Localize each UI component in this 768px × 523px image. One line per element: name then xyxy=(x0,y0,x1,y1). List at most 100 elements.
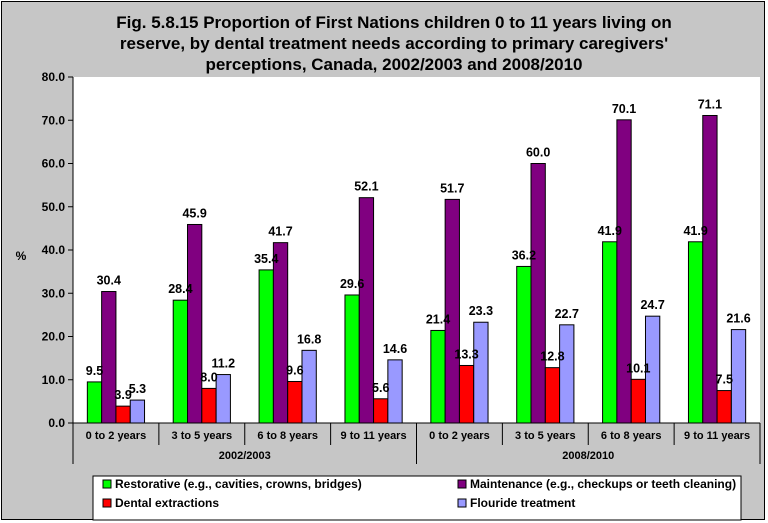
bar xyxy=(86,381,103,424)
data-label: 70.1 xyxy=(612,102,636,116)
y-tick-label: 80.0 xyxy=(42,70,66,84)
data-label: 10.1 xyxy=(626,361,650,375)
y-tick-label: 0.0 xyxy=(48,416,65,430)
data-label: 11.2 xyxy=(211,357,235,371)
bar xyxy=(301,349,317,424)
data-label: 45.9 xyxy=(182,206,206,220)
bar xyxy=(344,294,360,424)
legend-entry: Flouride treatment xyxy=(470,496,575,510)
y-tick-label: 10.0 xyxy=(42,373,66,387)
data-label: 51.7 xyxy=(440,181,464,195)
data-label: 5.3 xyxy=(129,382,146,396)
bar xyxy=(630,378,646,424)
bar xyxy=(115,405,131,424)
x-tick-label: 3 to 5 years xyxy=(172,430,233,442)
x-tick-label: 6 to 8 years xyxy=(601,430,662,442)
chart-title-line-2: reserve, by dental treatment needs accor… xyxy=(120,34,668,53)
chart-title: Fig. 5.8.15 Proportion of First Nations … xyxy=(116,13,671,74)
chart-title-line-3: perceptions, Canada, 2002/2003 and 2008/… xyxy=(205,55,582,74)
bar xyxy=(444,198,460,424)
y-tick-label: 40.0 xyxy=(42,243,66,257)
bar xyxy=(530,163,546,424)
data-label: 60.0 xyxy=(526,146,550,160)
bar xyxy=(730,329,747,424)
bar xyxy=(602,241,618,424)
y-axis-label: % xyxy=(16,249,27,263)
bar xyxy=(201,387,217,424)
group-label: 2008/2010 xyxy=(562,450,614,462)
data-label: 21.4 xyxy=(426,312,450,326)
legend-box xyxy=(92,475,742,521)
data-labels: 9.5 28.4 35.4 29.6 21.4 36.2 41.9 41.9 30.4 45.9 4… xyxy=(86,97,751,402)
data-label: 9.5 xyxy=(86,364,103,378)
x-tick-label: 0 to 2 years xyxy=(86,430,147,442)
data-label: 41.9 xyxy=(598,224,622,238)
bars xyxy=(86,114,747,424)
data-label: 5.6 xyxy=(372,381,389,395)
bar xyxy=(215,374,231,424)
bar xyxy=(544,367,561,424)
x-tick-label: 9 to 11 years xyxy=(684,430,750,442)
bar xyxy=(559,324,575,424)
y-tick-label: 50.0 xyxy=(42,200,66,214)
bar xyxy=(258,269,274,424)
data-label: 14.6 xyxy=(383,342,407,356)
data-label: 23.3 xyxy=(469,304,493,318)
x-tick-label: 6 to 8 years xyxy=(257,430,318,442)
data-label: 8.0 xyxy=(200,370,217,384)
data-label: 21.6 xyxy=(726,312,750,326)
group-label: 2002/2003 xyxy=(219,450,271,462)
y-tick-label: 20.0 xyxy=(42,330,66,344)
bar xyxy=(187,223,203,424)
bar xyxy=(272,242,289,424)
legend-entry: Restorative (e.g., cavities, crowns, bri… xyxy=(115,477,362,491)
bar xyxy=(287,380,303,424)
bar xyxy=(716,390,732,424)
y-axis: 0.0 10.0 20.0 30.0 40.0 50.0 60.0 70.0 80.0 xyxy=(42,70,74,430)
legend-entry: Dental extractions xyxy=(115,496,219,510)
data-label: 29.6 xyxy=(340,277,364,291)
data-label: 16.8 xyxy=(297,332,321,346)
y-tick-label: 30.0 xyxy=(42,286,66,300)
legend-swatch xyxy=(102,498,112,508)
data-label: 36.2 xyxy=(512,248,536,262)
data-label: 30.4 xyxy=(97,274,121,288)
data-label: 35.4 xyxy=(254,252,278,266)
bar xyxy=(616,119,632,424)
data-label: 9.6 xyxy=(286,363,303,377)
data-label: 52.1 xyxy=(354,180,378,194)
x-tick-label: 9 to 11 years xyxy=(341,430,407,442)
bar xyxy=(129,399,146,424)
bar xyxy=(101,291,117,424)
y-tick-label: 70.0 xyxy=(42,113,66,127)
x-axis: 0 to 2 years 3 to 5 years 6 to 8 years 9 to… xyxy=(72,422,761,464)
bar xyxy=(687,241,704,424)
bar xyxy=(373,398,389,424)
data-label: 24.7 xyxy=(640,298,664,312)
legend-swatch xyxy=(457,479,467,489)
data-label: 7.5 xyxy=(716,373,733,387)
bar xyxy=(430,329,446,424)
x-tick-label: 3 to 5 years xyxy=(515,430,576,442)
data-label: 41.9 xyxy=(683,224,707,238)
y-tick-label: 60.0 xyxy=(42,157,66,171)
bar xyxy=(458,364,475,424)
data-label: 22.7 xyxy=(555,307,579,321)
data-label: 12.8 xyxy=(540,350,564,364)
legend-swatch xyxy=(457,498,467,508)
data-label: 3.9 xyxy=(114,388,131,402)
legend: Restorative (e.g., cavities, crowns, bri… xyxy=(92,475,742,521)
data-label: 28.4 xyxy=(168,282,192,296)
legend-swatch xyxy=(102,479,112,489)
legend-entry: Maintenance (e.g., checkups or teeth cle… xyxy=(470,477,736,491)
data-label: 41.7 xyxy=(268,225,292,239)
data-label: 13.3 xyxy=(454,347,478,361)
data-label: 71.1 xyxy=(698,97,722,111)
chart-title-line-1: Fig. 5.8.15 Proportion of First Nations … xyxy=(116,13,671,32)
bar xyxy=(172,299,189,424)
bar xyxy=(473,321,489,424)
bar xyxy=(387,359,403,424)
x-tick-label: 0 to 2 years xyxy=(429,430,490,442)
